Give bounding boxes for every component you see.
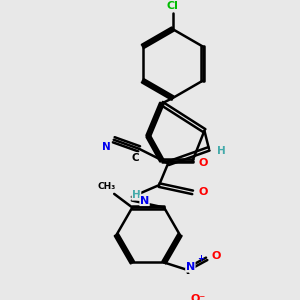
Text: O: O — [199, 188, 208, 197]
Text: H: H — [132, 190, 141, 200]
Text: +: + — [197, 254, 204, 263]
Text: N: N — [140, 196, 149, 206]
Text: N: N — [102, 142, 111, 152]
Text: O: O — [199, 158, 208, 168]
Text: N: N — [186, 262, 195, 272]
Text: O⁻: O⁻ — [191, 294, 206, 300]
Text: H: H — [217, 146, 226, 156]
Text: Cl: Cl — [167, 1, 178, 10]
Text: O: O — [211, 251, 220, 261]
Text: CH₃: CH₃ — [98, 182, 116, 191]
Text: C: C — [132, 153, 139, 163]
